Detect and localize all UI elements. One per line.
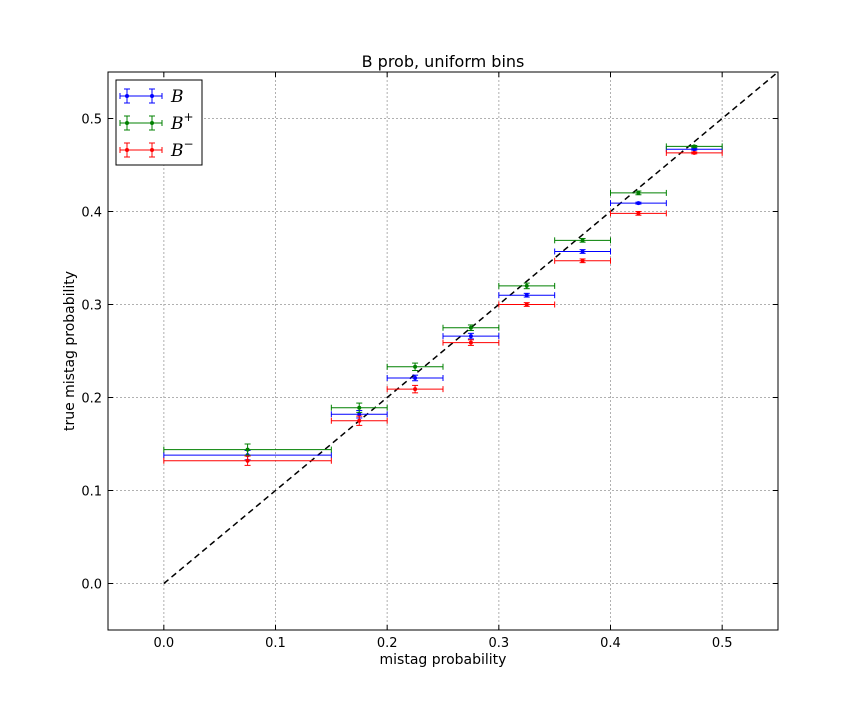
- data-marker: [357, 412, 362, 417]
- x-tick-label: 0.0: [153, 636, 174, 651]
- data-point: [442, 339, 500, 346]
- data-point: [554, 257, 611, 264]
- data-marker: [357, 418, 362, 423]
- data-point: [330, 415, 388, 426]
- series-1: [163, 143, 723, 456]
- data-point: [498, 301, 556, 308]
- reference-line: [163, 71, 779, 585]
- x-axis-label: mistag probability: [380, 652, 507, 668]
- y-axis-label: true mistag probability: [62, 271, 78, 431]
- legend-label-superscript: −: [184, 137, 194, 151]
- data-marker: [580, 258, 585, 263]
- y-tick-label: 0.5: [81, 113, 102, 128]
- data-point: [163, 455, 332, 466]
- data-point: [554, 248, 611, 255]
- data-marker: [468, 340, 473, 345]
- x-tick-label: 0.2: [377, 636, 398, 651]
- data-marker: [636, 190, 641, 195]
- x-tick-label: 0.1: [265, 636, 286, 651]
- data-marker: [357, 405, 362, 410]
- data-point: [330, 402, 388, 413]
- x-tick-label: 0.4: [600, 636, 621, 651]
- data-point: [665, 149, 723, 156]
- series-layer: [163, 143, 723, 466]
- legend: BB+B−: [115, 79, 203, 166]
- legend-label: B: [170, 87, 184, 107]
- data-marker: [468, 325, 473, 330]
- data-marker: [692, 150, 697, 155]
- data-point: [610, 189, 667, 196]
- y-tick-label: 0.1: [81, 485, 102, 500]
- y-tick-label: 0.3: [81, 299, 102, 314]
- legend-marker: [150, 121, 154, 125]
- legend-entry: B: [119, 87, 184, 107]
- data-marker: [580, 249, 585, 254]
- data-marker: [580, 238, 585, 243]
- data-marker: [413, 387, 418, 392]
- data-marker: [413, 364, 418, 369]
- data-point: [554, 237, 611, 244]
- series-2: [163, 149, 723, 466]
- data-marker: [524, 293, 529, 298]
- data-marker: [692, 147, 697, 152]
- legend-marker: [125, 148, 129, 152]
- legend-marker: [125, 121, 129, 125]
- data-point: [610, 200, 667, 207]
- legend-marker: [150, 148, 154, 152]
- data-marker: [245, 458, 250, 463]
- data-point: [442, 332, 500, 340]
- legend-label-superscript: +: [184, 110, 194, 124]
- data-point: [665, 143, 723, 150]
- data-marker: [468, 334, 473, 339]
- y-tick-label: 0.2: [81, 392, 102, 407]
- legend-marker: [150, 94, 154, 98]
- data-point: [442, 324, 500, 332]
- data-marker: [692, 144, 697, 149]
- data-point: [498, 292, 556, 299]
- data-marker: [524, 302, 529, 307]
- data-marker: [524, 283, 529, 288]
- x-tick-label: 0.5: [712, 636, 733, 651]
- data-point: [386, 362, 444, 372]
- x-tick-label: 0.3: [488, 636, 509, 651]
- y-tick-label: 0.4: [81, 206, 102, 221]
- chart-title: B prob, uniform bins: [362, 52, 525, 71]
- data-marker: [413, 375, 418, 380]
- ticks: 0.0 0.1 0.2 0.3 0.4 0.5 0.0 0.1 0.2 0.3 0.4 0.5: [81, 72, 778, 651]
- data-point: [163, 443, 332, 456]
- data-marker: [636, 201, 641, 206]
- data-marker: [245, 447, 250, 452]
- data-marker: [636, 211, 641, 216]
- data-point: [610, 210, 667, 217]
- y-tick-label: 0.0: [81, 578, 102, 593]
- data-point: [386, 374, 444, 382]
- data-point: [386, 384, 444, 394]
- reference-line-layer: [163, 71, 779, 585]
- legend-marker: [125, 94, 129, 98]
- data-point: [498, 282, 556, 290]
- plot-frame: [107, 71, 779, 631]
